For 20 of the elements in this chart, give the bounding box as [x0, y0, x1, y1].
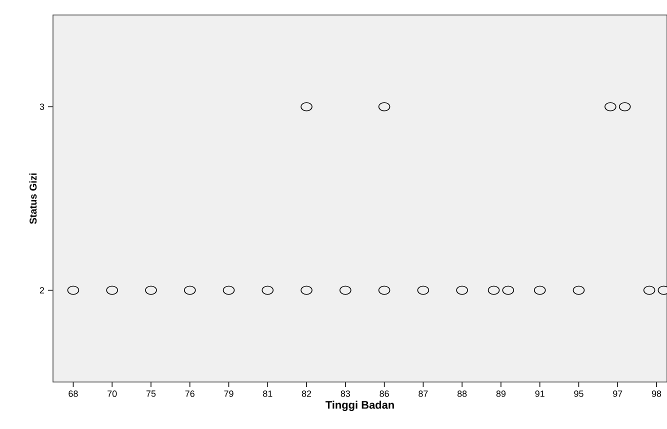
y-tick-label: 3: [40, 104, 44, 110]
x-tick-label: 97: [613, 390, 622, 397]
x-tick-label: 70: [108, 390, 117, 397]
x-axis-title: Tinggi Badan: [326, 400, 394, 411]
x-tick-label: 76: [185, 390, 194, 397]
x-tick-label: 68: [68, 390, 78, 397]
x-tick-label: 98: [652, 390, 662, 397]
x-tick-label: 89: [496, 390, 506, 397]
x-tick-label: 86: [380, 390, 389, 397]
y-tick-label: 2: [40, 287, 44, 294]
y-axis-title: Status Gizi: [29, 173, 37, 224]
x-tick-label: 75: [146, 390, 156, 397]
x-tick-label: 82: [302, 390, 312, 397]
x-tick-label: 91: [535, 390, 544, 397]
x-tick-label: 87: [418, 390, 428, 397]
x-tick-label: 79: [224, 390, 234, 397]
x-tick-label: 95: [574, 390, 584, 397]
x-tick-label: 81: [263, 390, 272, 397]
x-tick-label: 88: [457, 390, 467, 397]
x-tick-label: 83: [340, 390, 350, 397]
